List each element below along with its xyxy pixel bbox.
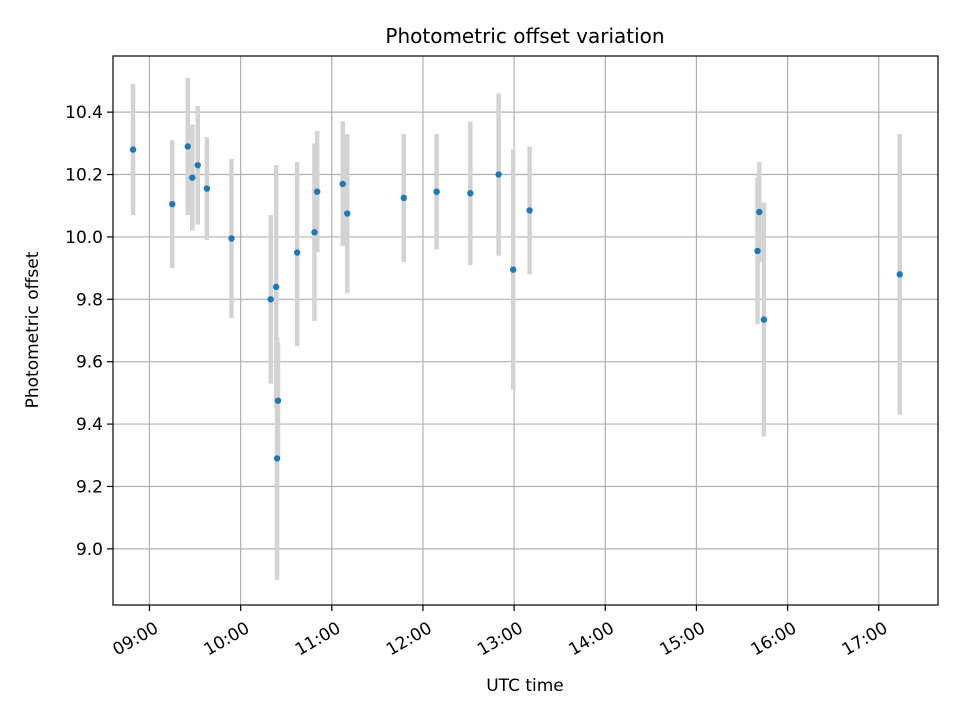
- x-axis-label: UTC time: [486, 676, 564, 696]
- y-tick-label: 9.4: [76, 415, 103, 435]
- data-point: [467, 190, 474, 197]
- data-point: [760, 316, 768, 323]
- data-point: [509, 266, 517, 273]
- data-point: [526, 207, 533, 214]
- data-point: [228, 235, 235, 242]
- data-point: [311, 229, 318, 236]
- y-tick-label: 9.8: [76, 290, 103, 310]
- y-tick-label: 9.2: [76, 477, 103, 497]
- data-point: [129, 146, 137, 153]
- y-tick-label: 9.6: [76, 353, 103, 373]
- data-point: [756, 208, 763, 216]
- data-point: [495, 171, 502, 178]
- y-tick-label: 10.0: [65, 228, 103, 248]
- data-point: [313, 188, 321, 195]
- y-axis-label: Photometric offset: [23, 251, 43, 408]
- data-point: [169, 200, 176, 208]
- data-point: [896, 271, 903, 278]
- data-point: [272, 283, 280, 291]
- data-point: [293, 249, 301, 256]
- data-point: [754, 247, 761, 255]
- data-points: [129, 143, 903, 462]
- data-point: [203, 185, 211, 192]
- data-point: [274, 397, 282, 404]
- y-axis-ticks: 9.0 9.2 9.4 9.6 9.8 10.0 10.2 10.4: [65, 103, 113, 560]
- chart-title: Photometric offset variation: [385, 24, 664, 48]
- y-tick-label: 10.4: [65, 103, 103, 123]
- y-tick-label: 10.2: [65, 166, 103, 186]
- data-point: [344, 210, 351, 217]
- data-point: [184, 143, 191, 150]
- data-point: [273, 455, 281, 462]
- data-point: [400, 194, 408, 202]
- data-point: [189, 174, 196, 181]
- plot-frame: [112, 55, 939, 606]
- grid: [113, 56, 938, 605]
- data-point: [339, 180, 346, 188]
- data-point: [194, 161, 201, 169]
- y-tick-label: 9.0: [76, 540, 103, 560]
- data-point: [267, 296, 274, 303]
- data-point: [433, 188, 440, 195]
